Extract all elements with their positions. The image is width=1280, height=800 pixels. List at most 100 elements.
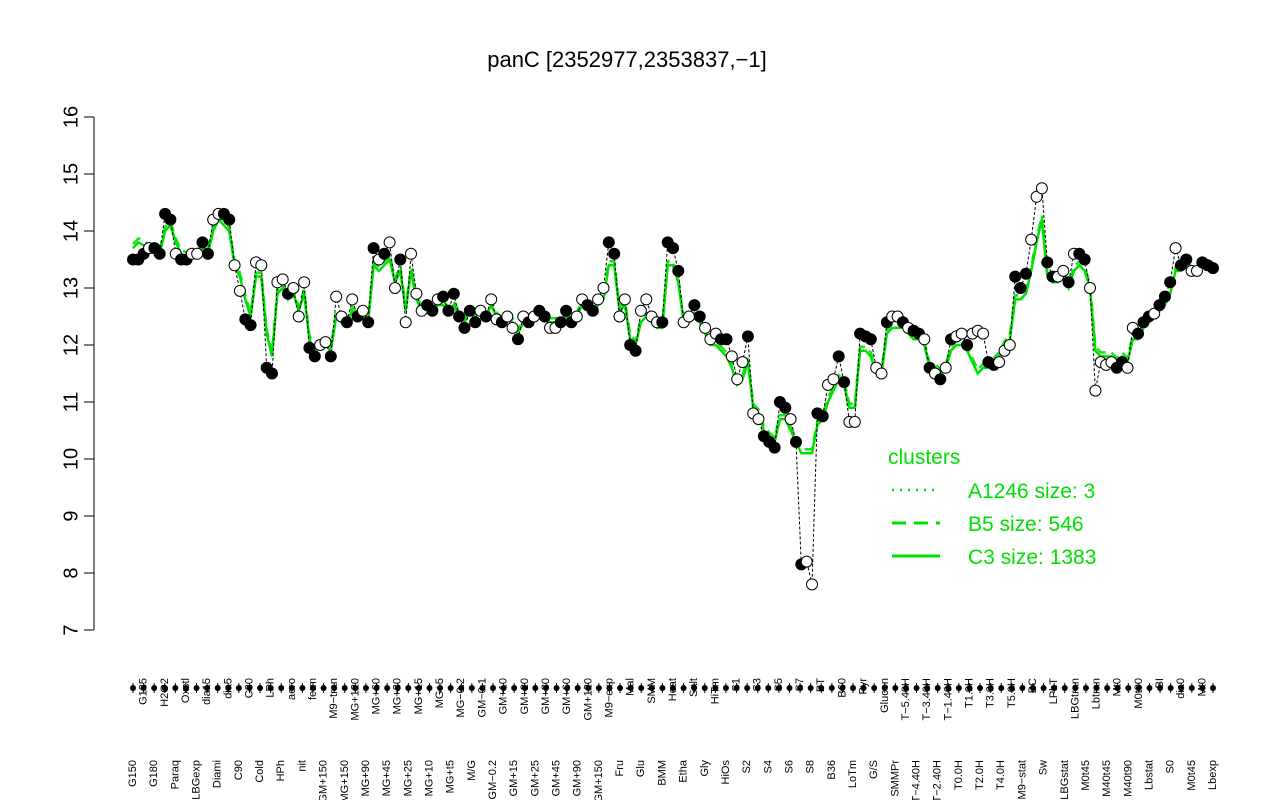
x-tick-dot — [638, 685, 645, 691]
x-tick-dot — [648, 685, 655, 691]
data-points — [127, 182, 1219, 591]
data-point — [394, 253, 407, 266]
x-tick-label: M9−exp — [603, 678, 615, 717]
data-point — [656, 316, 669, 329]
x-tick-label: SMM — [646, 678, 658, 704]
x-tick-dot — [574, 685, 581, 691]
x-tick-dot — [775, 685, 782, 691]
x-tick-dot — [542, 685, 549, 691]
data-point — [683, 310, 695, 323]
x-tick-label: M0t45 — [1186, 760, 1198, 791]
data-point — [640, 293, 653, 306]
data-point — [736, 356, 749, 369]
data-point — [672, 264, 685, 277]
data-point — [784, 413, 797, 426]
data-point — [383, 236, 396, 249]
x-tick-label: GM+60 — [561, 678, 573, 714]
x-tick-dot — [934, 685, 941, 691]
x-tick-label: S3 — [752, 678, 764, 691]
x-tick-label: G180 — [148, 760, 160, 787]
x-tick-label: GM+150 — [318, 760, 330, 800]
x-tick-label: BI — [1154, 678, 1166, 688]
x-tick-label: T−1.40H — [942, 678, 954, 721]
x-tick-dot — [1178, 685, 1185, 691]
data-point — [634, 304, 647, 317]
x-tick-dot — [913, 685, 920, 691]
legend-entry-a1246: A1246 size: 3 — [968, 480, 1095, 503]
x-tick-label: S6 — [783, 760, 795, 773]
x-tick-label: MG+t5 — [445, 760, 457, 793]
data-point — [934, 373, 947, 386]
x-tick-dot — [310, 685, 316, 691]
data-point — [233, 284, 246, 297]
y-tick-label: 15 — [60, 163, 82, 185]
y-tick-label: 11 — [60, 392, 82, 413]
x-tick-label: MG+15 — [413, 678, 425, 714]
x-tick-label: LPh — [265, 678, 277, 698]
x-tick-label: BC — [1027, 678, 1039, 693]
x-tick-dot — [1072, 685, 1079, 691]
x-tick-dot — [172, 685, 179, 691]
x-tick-dot — [1030, 685, 1036, 691]
data-point — [741, 330, 754, 343]
x-tick-dot — [754, 685, 761, 691]
x-tick-dot — [500, 685, 507, 691]
x-tick-label: M9−stat — [1016, 760, 1028, 799]
data-point — [367, 242, 380, 255]
y-tick-label: 16 — [60, 106, 82, 128]
data-point — [961, 339, 974, 351]
data-point — [399, 316, 412, 329]
x-tick-label: GM+25 — [529, 760, 541, 796]
data-point — [800, 555, 813, 568]
data-point — [918, 333, 931, 346]
data-point — [939, 361, 952, 374]
x-tick-label: S7 — [794, 678, 806, 691]
x-tick-label: MG+45 — [381, 760, 393, 796]
x-tick-label: GM+10 — [498, 678, 510, 714]
data-point — [955, 327, 968, 340]
x-tick-dot — [966, 685, 973, 691]
data-point — [731, 373, 744, 386]
x-tick-label: GM+150 — [593, 760, 605, 800]
x-tick-dot — [235, 685, 242, 691]
x-tick-label: T5.0H — [1006, 678, 1018, 708]
x-tick-label: Lbtran — [1091, 678, 1103, 709]
x-tick-dot — [701, 685, 708, 691]
x-tick-label: M/G — [466, 760, 478, 781]
y-tick-label: 12 — [60, 334, 82, 356]
x-tick-dot — [595, 685, 602, 691]
x-tick-dot — [394, 685, 401, 691]
x-tick-dot — [373, 685, 380, 691]
data-point — [1121, 361, 1134, 374]
x-tick-label: Sw — [1038, 760, 1050, 775]
x-tick-dot — [257, 685, 264, 691]
x-tick-dot — [1019, 685, 1026, 691]
x-tick-dot — [331, 685, 338, 691]
data-point — [196, 236, 209, 249]
data-point — [1158, 290, 1171, 303]
x-tick-label: S0 — [1165, 760, 1177, 773]
data-point — [308, 350, 321, 363]
x-tick-dot — [860, 685, 867, 691]
x-tick-dot — [341, 685, 348, 691]
data-point — [538, 310, 551, 323]
data-point — [613, 310, 626, 323]
data-point — [319, 336, 332, 349]
data-point — [752, 413, 765, 426]
x-tick-dot — [479, 685, 486, 691]
x-tick-label: nit — [296, 760, 308, 772]
data-point — [1148, 307, 1161, 320]
x-tick-dot — [193, 685, 200, 691]
data-point — [1019, 267, 1032, 280]
x-tick-label: C90 — [233, 760, 245, 780]
x-tick-dot — [490, 685, 496, 691]
data-point — [356, 304, 369, 317]
data-point — [1153, 299, 1166, 312]
x-tick-label: GM+120 — [582, 678, 594, 721]
x-tick-label: MG+30 — [392, 678, 404, 714]
data-point — [426, 304, 439, 317]
data-point — [768, 441, 781, 454]
x-tick-dot — [871, 685, 878, 691]
data-point — [153, 247, 166, 260]
